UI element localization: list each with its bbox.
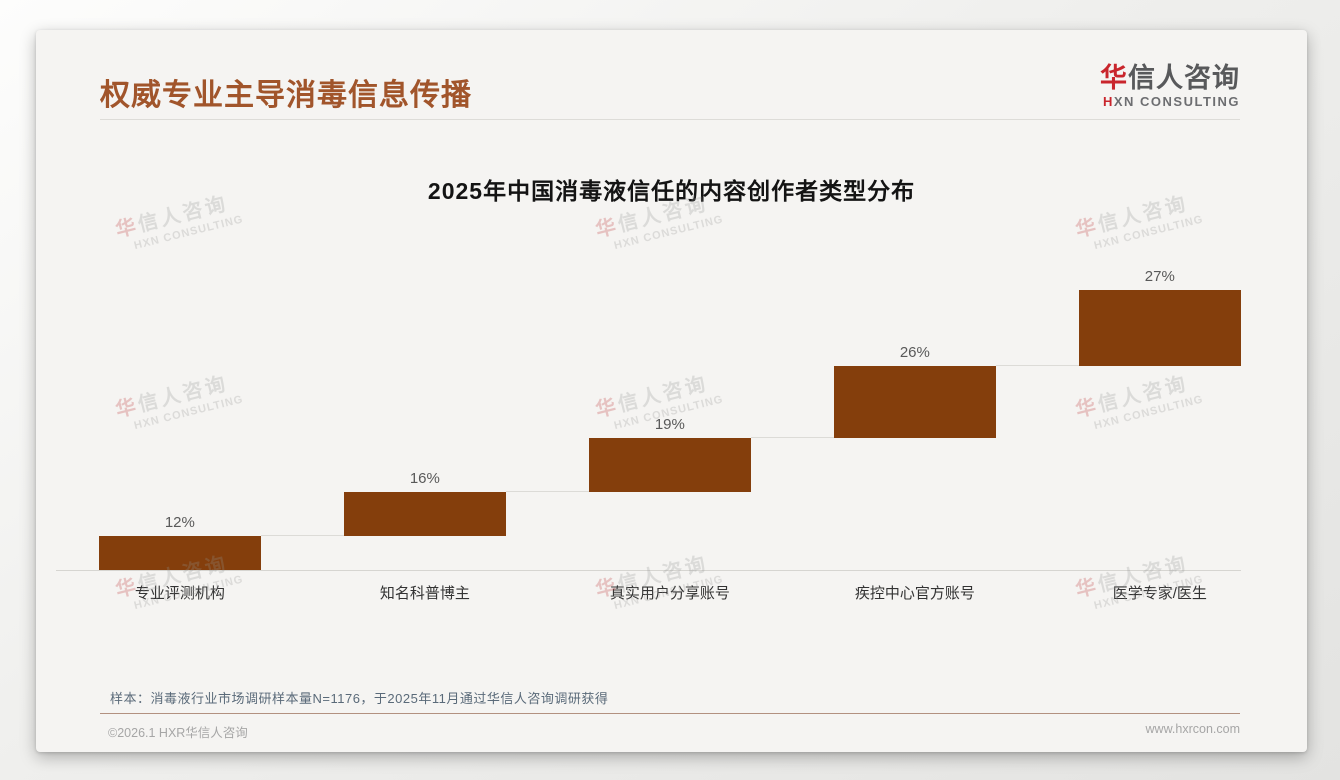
logo-en-accent: H: [1102, 94, 1114, 109]
bar-category-label: 疾控中心官方账号: [854, 585, 975, 602]
bar-category-label: 真实用户分享账号: [609, 585, 730, 602]
logo-en-rest: XN CONSULTING: [1113, 94, 1240, 109]
step-connector-line: [996, 364, 1079, 366]
waterfall-bar: [588, 438, 751, 492]
waterfall-bar: [1078, 290, 1241, 366]
bar-value-label: 27%: [1144, 268, 1175, 285]
waterfall-bar: [343, 491, 506, 537]
logo-zh-accent: 华: [1100, 63, 1128, 93]
bar-category-label: 医学专家/医生: [1112, 585, 1207, 602]
logo-en-text: HXN CONSULTING: [1100, 94, 1240, 110]
page-title: 权威专业主导消毒信息传播: [100, 79, 472, 112]
bar-value-label: 19%: [654, 416, 685, 434]
step-connector-line: [506, 490, 589, 492]
company-logo: 华信人咨询 HXN CONSULTING: [1100, 62, 1240, 110]
bar-value-label: 16%: [409, 469, 440, 487]
chart-title: 2025年中国消毒液信任的内容创作者类型分布: [427, 178, 916, 204]
bar-value-label: 26%: [899, 343, 930, 361]
step-connector-line: [751, 437, 834, 439]
bar-category-label: 专业评测机构: [134, 585, 225, 602]
footer-divider: [100, 713, 1240, 714]
sample-footnote: 样本：消毒液行业市场调研样本量N=1176，于2025年11月通过华信人咨询调研…: [110, 691, 609, 706]
copyright-text: ©2026.1 HXR华信人咨询: [108, 726, 248, 740]
waterfall-bar: [98, 536, 261, 570]
step-connector-line: [261, 535, 344, 537]
logo-zh-text: 华信人咨询: [1100, 62, 1240, 94]
plot-area: 12% 专业评测机构 16% 知名科普博主 19% 真实用户分享账号 26% 疾控中心官方账号…: [56, 268, 1241, 602]
waterfall-bar: [833, 365, 996, 439]
bar-value-label: 12%: [164, 514, 195, 532]
website-link[interactable]: www.hxrcon.com: [1145, 722, 1240, 736]
logo-zh-rest: 信人咨询: [1128, 63, 1240, 93]
x-axis-line: [56, 570, 1241, 571]
bar-category-label: 知名科普博主: [379, 585, 470, 602]
header-divider: [100, 119, 1240, 120]
report-card: 权威专业主导消毒信息传播 华信人咨询 HXN CONSULTING 2025年中…: [36, 30, 1307, 752]
